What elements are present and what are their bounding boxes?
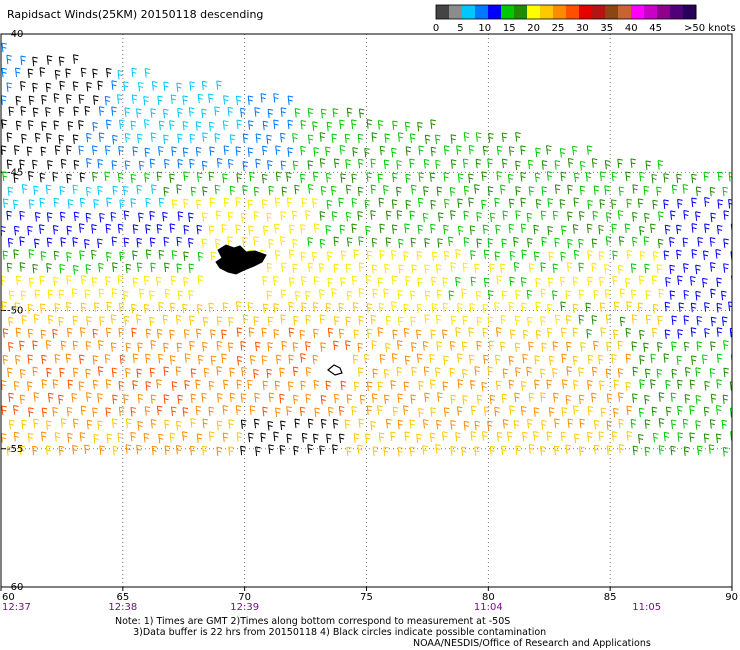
legend-swatch — [618, 5, 632, 19]
longitude-tick-label: 60 — [2, 592, 15, 603]
legend-swatch — [475, 5, 489, 19]
latitude-tick-label: -45 — [7, 167, 23, 178]
legend-tick-label: 10 — [478, 23, 491, 34]
legend-swatch — [670, 5, 684, 19]
legend-swatch — [553, 5, 567, 19]
legend-swatch — [462, 5, 476, 19]
legend-tick-label: 5 — [457, 23, 463, 34]
graticule-grid — [0, 33, 733, 591]
legend-swatch — [566, 5, 580, 19]
kerguelen-island — [215, 244, 267, 275]
legend-swatch — [579, 5, 593, 19]
legend-swatch — [657, 5, 671, 19]
axis-labels: 60 65 70 75 80 85 90 -40 -45 -50 -55 -60 12:37 12:38 1… — [2, 29, 738, 613]
legend-tick-labels: 0 5 10 15 20 25 30 35 40 45 >50 knots — [433, 23, 736, 34]
legend-tick-label: 35 — [600, 23, 613, 34]
legend-tick-label: 20 — [527, 23, 540, 34]
legend-colorbar — [435, 4, 697, 20]
legend-tick-label: 25 — [552, 23, 565, 34]
longitude-tick-label: 80 — [482, 592, 495, 603]
wind-barb-field — [1, 42, 732, 457]
legend-swatch — [644, 5, 658, 19]
footnote-line-2: 3)Data buffer is 22 hrs from 20150118 4)… — [115, 627, 547, 638]
legend-swatch — [683, 5, 697, 19]
footnote-line-1: Note: 1) Times are GMT 2)Times along bot… — [115, 616, 511, 627]
legend-tick-label: 0 — [433, 23, 439, 34]
legend-swatch — [501, 5, 515, 19]
legend-swatch — [436, 5, 450, 19]
longitude-tick-label: 65 — [116, 592, 129, 603]
legend-swatch — [488, 5, 502, 19]
footnotes: Note: 1) Times are GMT 2)Times along bot… — [115, 616, 546, 638]
time-label: 12:37 — [2, 602, 31, 613]
legend-swatch — [605, 5, 619, 19]
time-label: 11:05 — [632, 602, 661, 613]
heard-island — [327, 364, 343, 376]
legend-tick-label: 15 — [503, 23, 516, 34]
legend-tick-label: 30 — [576, 23, 589, 34]
time-label: 11:04 — [474, 602, 503, 613]
latitude-tick-label: -40 — [7, 29, 23, 40]
latitude-tick-label: -55 — [7, 444, 23, 455]
plot-frame — [0, 33, 733, 588]
legend-swatch — [631, 5, 645, 19]
latitude-tick-label: -50 — [7, 306, 23, 317]
legend-swatch — [592, 5, 606, 19]
time-label: 12:38 — [108, 602, 137, 613]
latitude-tick-label: -60 — [7, 582, 23, 593]
longitude-tick-label: 75 — [360, 592, 373, 603]
chart-title: Rapidsact Winds(25KM) 20150118 descendin… — [7, 8, 264, 21]
legend-tick-label: >50 knots — [684, 23, 736, 34]
credit-line: NOAA/NESDIS/Office of Research and Appli… — [413, 638, 651, 649]
color-legend: 0 5 10 15 20 25 30 35 40 45 >50 knots — [433, 4, 736, 34]
time-label: 12:39 — [230, 602, 259, 613]
legend-swatch — [514, 5, 528, 19]
longitude-tick-label: 90 — [725, 592, 738, 603]
legend-swatch — [449, 5, 463, 19]
legend-tick-label: 40 — [625, 23, 638, 34]
longitude-tick-label: 85 — [604, 592, 617, 603]
legend-tick-label: 45 — [649, 23, 662, 34]
island-outlines — [215, 244, 343, 376]
legend-swatch — [540, 5, 554, 19]
longitude-tick-label: 70 — [238, 592, 251, 603]
legend-swatch — [527, 5, 541, 19]
